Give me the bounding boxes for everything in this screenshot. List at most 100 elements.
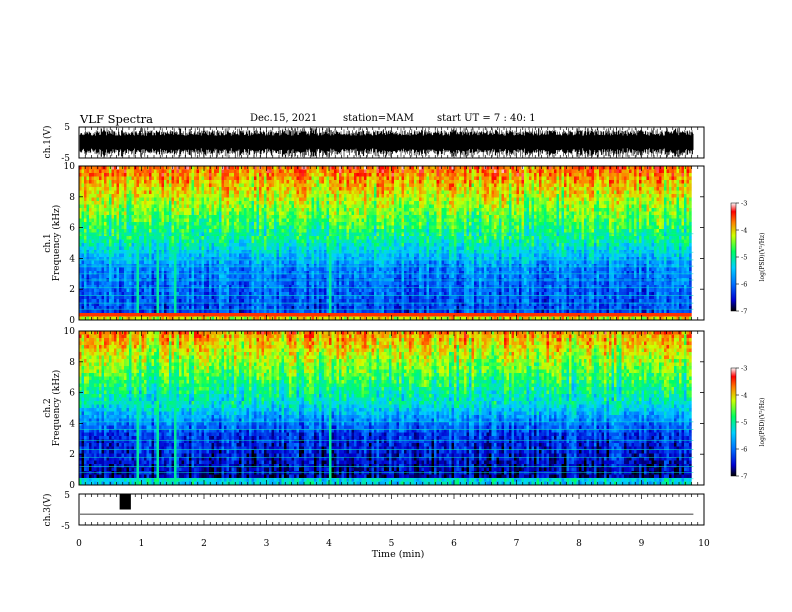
spectrogram-cell bbox=[594, 173, 597, 177]
spectrogram-cell bbox=[331, 204, 335, 209]
spectrogram-cell bbox=[554, 194, 557, 198]
spectrogram-cell bbox=[124, 201, 127, 205]
spectrogram-cell bbox=[179, 225, 182, 230]
spectrogram-cell bbox=[506, 180, 510, 184]
spectrogram-cell bbox=[574, 215, 577, 219]
spectrogram-cell bbox=[256, 201, 260, 205]
spectrogram-cell bbox=[549, 187, 552, 191]
spectrogram-cell bbox=[536, 183, 540, 188]
spectrogram-cell bbox=[476, 173, 480, 177]
spectrogram-cell bbox=[644, 222, 647, 226]
spectrogram-cell bbox=[354, 187, 357, 191]
spectrogram-cell bbox=[561, 183, 565, 188]
spectrogram-cell bbox=[689, 208, 692, 212]
spectrogram-cell bbox=[206, 173, 210, 177]
spectrogram-cell bbox=[299, 225, 302, 230]
spectrogram-cell bbox=[191, 222, 195, 226]
spectrogram-cell bbox=[241, 169, 245, 174]
spectrogram-cell bbox=[594, 197, 597, 202]
spectrogram-cell bbox=[124, 183, 127, 188]
spectrogram-cell bbox=[486, 176, 490, 181]
spectrogram-cell bbox=[161, 208, 165, 212]
spectrogram-cell bbox=[321, 225, 325, 230]
spectrogram-cell bbox=[301, 204, 305, 209]
spectrogram-cell bbox=[89, 201, 92, 205]
spectrogram-cell bbox=[604, 187, 607, 191]
spectrogram-cell bbox=[411, 169, 415, 174]
spectrogram-cell bbox=[116, 208, 120, 212]
spectrogram-cell bbox=[254, 218, 257, 223]
spectrogram-cell bbox=[251, 173, 255, 177]
spectrogram-cell bbox=[296, 208, 300, 212]
spectrogram-cell bbox=[474, 166, 477, 170]
spectrogram-cell bbox=[679, 201, 682, 205]
spectrogram-cell bbox=[179, 236, 182, 240]
spectrogram-cell bbox=[674, 211, 677, 216]
spectrogram-cell bbox=[366, 215, 370, 219]
spectrogram-cell bbox=[319, 197, 322, 202]
spectrogram-cell bbox=[324, 187, 327, 191]
spectrogram-cell bbox=[154, 236, 157, 240]
spectrogram-cell bbox=[499, 176, 502, 181]
spectrogram-cell bbox=[546, 180, 550, 184]
spectrogram-cell bbox=[656, 222, 660, 226]
spectrogram-cell bbox=[639, 218, 642, 223]
spectrogram-cell bbox=[579, 232, 582, 237]
spectrogram-cell bbox=[319, 180, 322, 184]
spectrogram-cell bbox=[494, 208, 497, 212]
spectrogram-cell bbox=[601, 169, 605, 174]
spectrogram-cell bbox=[244, 187, 247, 191]
spectrogram-cell bbox=[569, 204, 572, 209]
spectrogram-cell bbox=[656, 190, 660, 195]
spectrogram-cell bbox=[351, 222, 355, 226]
spectrogram-cell bbox=[511, 222, 515, 226]
spectrogram-cell bbox=[316, 197, 320, 202]
spectrogram-cell bbox=[356, 215, 360, 219]
spectrogram-cell bbox=[509, 229, 512, 233]
spectrogram-cell bbox=[641, 204, 645, 209]
spectrogram-cell bbox=[629, 173, 632, 177]
spectrogram-cell bbox=[99, 180, 102, 184]
spectrogram-cell bbox=[326, 218, 330, 223]
spectrogram-cell bbox=[86, 194, 90, 198]
spectrogram-cell bbox=[106, 197, 110, 202]
spectrogram-cell bbox=[426, 218, 430, 223]
spectrogram-cell bbox=[361, 166, 365, 170]
spectrogram-cell bbox=[669, 166, 672, 170]
spectrogram-cell bbox=[191, 176, 195, 181]
spectrogram-cell bbox=[294, 225, 297, 230]
spectrogram-cell bbox=[689, 166, 692, 170]
spectrogram-cell bbox=[81, 232, 85, 237]
spectrogram-cell bbox=[369, 190, 372, 195]
spectrogram-cell bbox=[544, 169, 547, 174]
spectrogram-cell bbox=[356, 169, 360, 174]
spectrogram-cell bbox=[636, 180, 640, 184]
spectrogram-cell bbox=[684, 173, 687, 177]
spectrogram-cell bbox=[634, 169, 637, 174]
spectrogram-cell bbox=[231, 190, 235, 195]
spectrogram-cell bbox=[164, 236, 167, 240]
spectrogram-cell bbox=[509, 187, 512, 191]
spectrogram-cell bbox=[366, 197, 370, 202]
spectrogram-cell bbox=[511, 208, 515, 212]
spectrogram-cell bbox=[681, 229, 685, 233]
spectrogram-cell bbox=[241, 190, 245, 195]
spectrogram-cell bbox=[284, 208, 287, 212]
spectrogram-cell bbox=[394, 166, 397, 170]
spectrogram-cell bbox=[196, 218, 200, 223]
spectrogram-cell bbox=[639, 183, 642, 188]
spectrogram-cell bbox=[114, 190, 117, 195]
spectrogram-cell bbox=[454, 204, 457, 209]
spectrogram-cell bbox=[349, 215, 352, 219]
spectrogram-cell bbox=[441, 204, 445, 209]
spectrogram-cell bbox=[554, 166, 557, 170]
spectrogram-cell bbox=[209, 208, 212, 212]
spectrogram-cell bbox=[161, 183, 165, 188]
spectrogram-cell bbox=[631, 169, 635, 174]
spectrogram-cell bbox=[571, 169, 575, 174]
spectrogram-cell bbox=[109, 187, 112, 191]
spectrogram-cell bbox=[456, 197, 460, 202]
spectrogram-cell bbox=[291, 232, 295, 237]
spectrogram-cell bbox=[369, 225, 372, 230]
spectrogram-cell bbox=[251, 222, 255, 226]
